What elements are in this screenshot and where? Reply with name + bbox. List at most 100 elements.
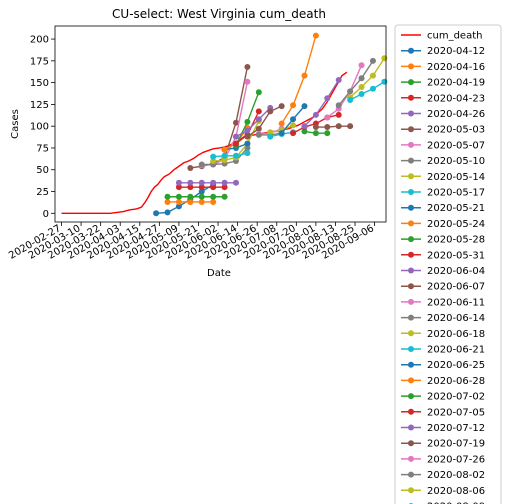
- legend-marker: [408, 314, 414, 321]
- data-point: [210, 198, 217, 205]
- legend-marker: [408, 471, 414, 478]
- data-point: [358, 75, 365, 82]
- legend-marker: [408, 408, 414, 415]
- legend-marker: [408, 393, 414, 400]
- data-point: [301, 128, 308, 135]
- data-point: [381, 55, 388, 62]
- data-point: [198, 161, 205, 168]
- series-line: [315, 125, 351, 128]
- data-point: [267, 133, 274, 140]
- data-point: [221, 179, 228, 186]
- y-tick-label: 25: [36, 187, 49, 198]
- data-point: [335, 111, 342, 118]
- y-tick-label: 75: [36, 143, 49, 154]
- y-tick-label: 200: [30, 35, 49, 46]
- legend-marker: [408, 283, 414, 290]
- series-layer: [61, 32, 388, 217]
- data-point: [312, 32, 319, 39]
- legend-marker: [408, 189, 414, 195]
- data-point: [255, 131, 262, 138]
- data-point: [301, 72, 308, 79]
- legend-label: 2020-06-04: [427, 266, 485, 277]
- data-point: [278, 130, 285, 137]
- forecast-series: [164, 198, 217, 205]
- data-point: [232, 179, 239, 186]
- legend-label: 2020-06-14: [427, 313, 485, 324]
- data-point: [198, 179, 205, 186]
- legend-label: 2020-06-21: [427, 345, 485, 356]
- forecast-series: [175, 184, 228, 191]
- plot-frame: [54, 25, 387, 223]
- data-point: [221, 152, 228, 159]
- forecast-series: [175, 179, 239, 186]
- data-point: [244, 63, 251, 70]
- legend-label: 2020-07-19: [427, 439, 485, 450]
- data-point: [290, 102, 297, 109]
- data-point: [244, 140, 251, 147]
- data-point: [232, 152, 239, 159]
- legend-marker: [408, 110, 414, 117]
- data-point: [210, 184, 217, 191]
- legend-label: cum_death: [427, 31, 482, 42]
- data-point: [335, 77, 342, 84]
- data-point: [369, 72, 376, 79]
- forecast-series: [335, 57, 376, 109]
- series-line: [338, 60, 374, 106]
- data-point: [175, 203, 182, 210]
- data-point: [324, 114, 331, 121]
- legend-marker: [408, 377, 414, 384]
- data-point: [244, 78, 251, 85]
- data-point: [312, 111, 319, 118]
- legend-marker: [408, 63, 414, 70]
- data-point: [335, 123, 342, 130]
- series-line: [235, 107, 271, 138]
- data-point: [221, 193, 228, 200]
- data-point: [324, 124, 331, 131]
- data-point: [301, 103, 308, 110]
- legend-label: 2020-05-24: [427, 219, 485, 230]
- data-point: [312, 130, 319, 137]
- data-point: [358, 62, 365, 69]
- data-point: [290, 122, 297, 129]
- data-point: [255, 108, 262, 115]
- forecast-series: [312, 123, 354, 131]
- data-point: [301, 123, 308, 130]
- data-point: [278, 120, 285, 127]
- legend-label: 2020-06-25: [427, 360, 485, 371]
- forecast-series: [278, 103, 308, 137]
- data-point: [164, 209, 171, 216]
- legend-label: 2020-06-07: [427, 282, 485, 293]
- y-tick-label: 100: [30, 122, 49, 133]
- legend-marker: [408, 220, 414, 227]
- legend-label: 2020-04-16: [427, 62, 485, 73]
- data-point: [244, 118, 251, 125]
- legend-label: 2020-06-18: [427, 329, 485, 340]
- data-point: [221, 146, 228, 153]
- data-point: [369, 85, 376, 92]
- data-point: [232, 140, 239, 147]
- data-point: [175, 179, 182, 186]
- series-line: [281, 35, 317, 124]
- y-tick-label: 50: [36, 165, 49, 176]
- data-point: [267, 129, 274, 136]
- legend-label: 2020-04-23: [427, 93, 485, 104]
- y-tick-label: 150: [30, 78, 49, 89]
- data-point: [175, 193, 182, 200]
- y-tick-label: 175: [30, 56, 49, 67]
- legend-label: 2020-07-12: [427, 423, 485, 434]
- data-point: [232, 119, 239, 126]
- chart-title: CU-select: West Virginia cum_death: [112, 7, 326, 21]
- y-tick-label: 0: [43, 209, 49, 220]
- data-point: [267, 108, 274, 115]
- data-point: [232, 133, 239, 140]
- series-line: [213, 152, 248, 158]
- plot-area: [55, 26, 386, 222]
- legend-marker: [408, 440, 414, 447]
- legend-label: 2020-05-31: [427, 250, 485, 261]
- series-line: [303, 79, 340, 127]
- legend-box: [394, 24, 502, 504]
- data-point: [244, 133, 251, 140]
- data-point: [255, 89, 262, 96]
- data-point: [187, 179, 194, 186]
